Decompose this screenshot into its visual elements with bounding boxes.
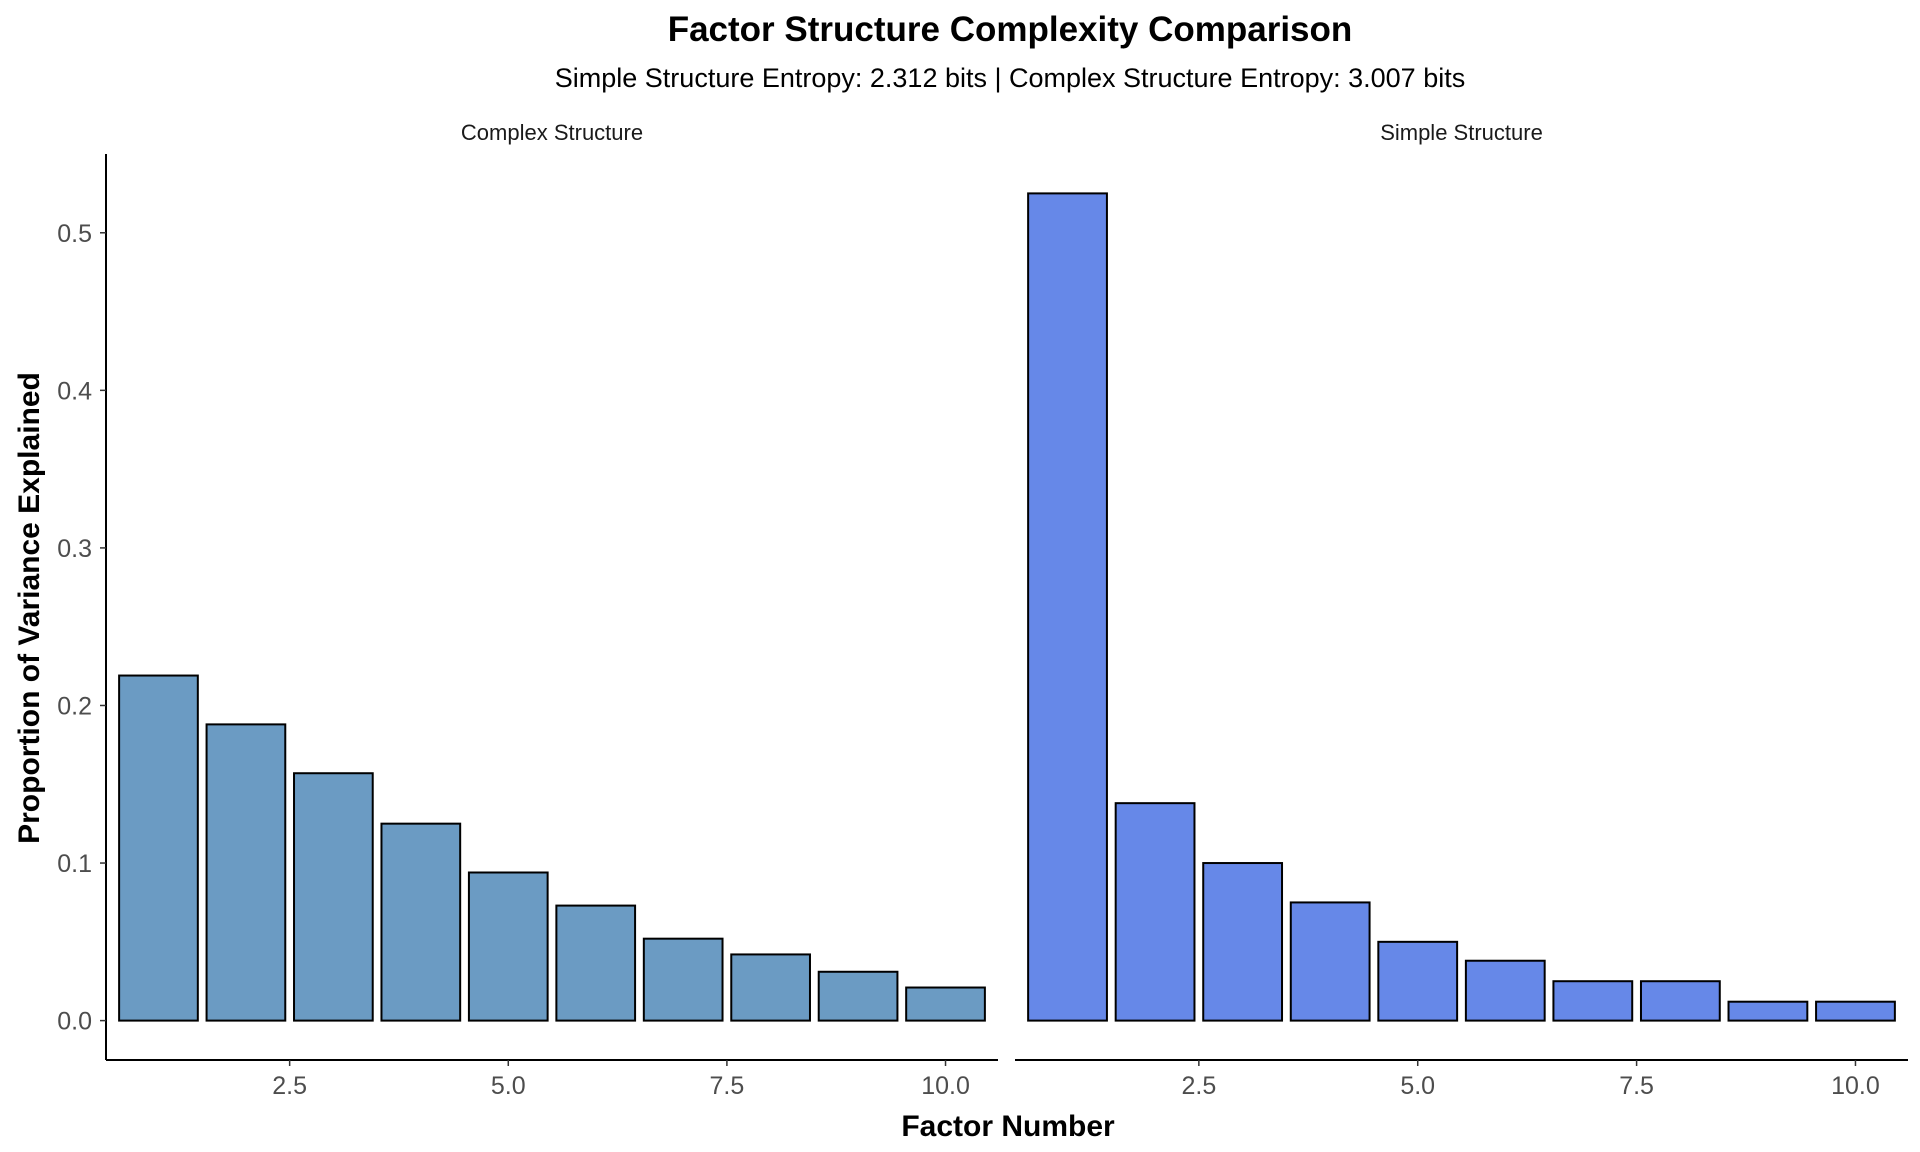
bar-factor-5 xyxy=(1377,940,1459,1022)
facet-panel-1: Complex Structure 2.5 5.0 7.5 10.0 0.0 0.1 0.2 0… xyxy=(57,120,998,1100)
x-axis-title: Factor Number xyxy=(901,1110,1115,1143)
bar-factor-9 xyxy=(817,970,899,1022)
y-axis-title: Proportion of Variance Explained xyxy=(13,372,46,844)
x-tick-label: 10.0 xyxy=(1831,1072,1880,1100)
bar-factor-3 xyxy=(293,772,374,1022)
y-tick-label: 0.4 xyxy=(57,377,92,405)
y-tick-label: 0.3 xyxy=(57,535,92,563)
bar-factor-8 xyxy=(730,953,811,1022)
x-tick-label: 7.5 xyxy=(710,1072,745,1100)
bar-factor-1 xyxy=(118,674,199,1022)
bar-factor-6 xyxy=(555,904,637,1022)
bar-factor-4 xyxy=(380,822,462,1022)
bar-factor-5 xyxy=(467,871,549,1022)
x-tick-label: 10.0 xyxy=(921,1072,970,1100)
y-tick-label: 0.0 xyxy=(57,1008,92,1036)
x-tick-label: 7.5 xyxy=(1619,1072,1654,1100)
facet-panel-2: Simple Structure 2.5 5.0 7.5 10.0 xyxy=(1015,120,1908,1100)
x-tick-label: 5.0 xyxy=(491,1072,526,1100)
x-tick-label: 2.5 xyxy=(1181,1072,1216,1100)
bar-factor-9 xyxy=(1727,1000,1809,1022)
bar-factor-8 xyxy=(1639,980,1721,1022)
bar-factor-10 xyxy=(905,986,986,1022)
x-tick-label: 2.5 xyxy=(272,1072,307,1100)
x-tick-label: 5.0 xyxy=(1400,1072,1435,1100)
chart-title: Factor Structure Complexity Comparison xyxy=(668,10,1353,49)
y-tick-label: 0.5 xyxy=(57,220,92,248)
chart-subtitle: Simple Structure Entropy: 2.312 bits | C… xyxy=(555,63,1465,93)
bar-factor-1 xyxy=(1027,192,1108,1022)
y-tick-label: 0.1 xyxy=(57,850,92,878)
y-tick-label: 0.2 xyxy=(57,692,92,720)
bar-factor-7 xyxy=(642,937,724,1022)
facet-strip-label: Simple Structure xyxy=(1380,120,1543,145)
facet-strip-label: Complex Structure xyxy=(461,120,643,145)
bar-factor-2 xyxy=(205,723,287,1022)
bar-factor-10 xyxy=(1815,1000,1896,1022)
bar-factor-3 xyxy=(1202,862,1284,1022)
bar-factor-2 xyxy=(1114,802,1196,1022)
facet-panels: Complex Structure 2.5 5.0 7.5 10.0 0.0 0.1 0.2 0… xyxy=(57,120,1908,1100)
bar-factor-6 xyxy=(1464,959,1546,1022)
bar-factor-4 xyxy=(1289,901,1371,1022)
bar-factor-7 xyxy=(1552,980,1634,1022)
